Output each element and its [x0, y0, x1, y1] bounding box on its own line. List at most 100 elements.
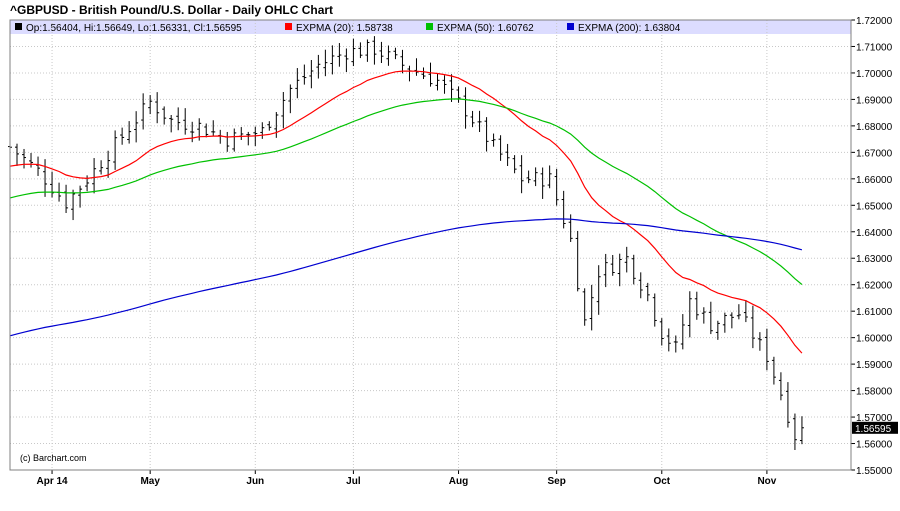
y-tick-label: 1.71000: [856, 42, 893, 53]
ohlc-bar: [512, 155, 517, 174]
ohlc-bar: [421, 67, 426, 80]
ohlc-bar: [715, 320, 720, 340]
ohlc-bar: [393, 47, 398, 60]
ohlc-bar: [141, 93, 146, 130]
ohlc-bar: [337, 43, 342, 67]
ohlc-bar: [778, 372, 783, 401]
credit-label: (c) Barchart.com: [20, 453, 87, 463]
legend-ema20: EXPMA (20): 1.58738: [296, 23, 393, 34]
ohlc-bar: [603, 253, 608, 288]
ohlc-bar: [652, 293, 657, 327]
y-tick-label: 1.58000: [856, 387, 893, 398]
ohlc-bar: [92, 158, 97, 194]
ohlc-bar: [442, 75, 447, 94]
ohlc-bar: [43, 159, 48, 197]
ohlc-bar: [792, 413, 797, 451]
ohlc-bar: [176, 107, 181, 131]
ohlc-bar: [64, 184, 69, 213]
ema50-line: [9, 98, 803, 285]
ohlc-bar: [701, 307, 706, 324]
ohlc-bar: [694, 291, 699, 320]
y-tick-label: 1.66000: [856, 175, 893, 186]
y-tick-label: 1.62000: [856, 281, 893, 292]
ohlc-bar: [309, 60, 314, 89]
ohlc-bar: [155, 92, 160, 124]
ohlc-bar: [351, 38, 356, 67]
ohlc-bar: [435, 73, 440, 91]
y-tick-label: 1.63000: [856, 254, 893, 265]
ohlc-bar: [659, 318, 664, 346]
ohlc-bar: [302, 64, 307, 85]
x-tick-label: Nov: [757, 476, 776, 487]
ohlc-bar: [687, 291, 692, 338]
x-tick-label: Jun: [246, 476, 264, 487]
legend-ema50: EXPMA (50): 1.60762: [437, 23, 534, 34]
ohlc-bar: [71, 189, 76, 221]
ohlc-bar: [673, 335, 678, 353]
ohlc-bar: [449, 74, 454, 102]
chart-title: ^GBPUSD - British Pound/U.S. Dollar - Da…: [10, 3, 333, 17]
ohlc-bar: [246, 131, 251, 146]
ohlc-bar: [134, 111, 139, 143]
y-tick-label: 1.56000: [856, 440, 893, 451]
ohlc-bar: [316, 54, 321, 79]
ohlc-bar: [120, 127, 125, 145]
y-tick-label: 1.60000: [856, 334, 893, 345]
ohlc-bar: [484, 117, 489, 152]
y-tick-label: 1.59000: [856, 360, 893, 371]
ohlc-bar: [463, 87, 468, 129]
y-tick-label: 1.65000: [856, 201, 893, 212]
ohlc-bar: [505, 143, 510, 166]
legend-ema200-swatch: [567, 23, 574, 30]
ohlc-bar: [736, 304, 741, 320]
x-tick-label: Oct: [653, 476, 670, 487]
ohlc-bar: [526, 170, 531, 184]
ohlc-bar: [211, 120, 216, 137]
y-tick-label: 1.67000: [856, 148, 893, 159]
ohlc-bar: [239, 127, 244, 141]
ohlc-bar: [589, 284, 594, 331]
legend-ema200: EXPMA (200): 1.63804: [578, 23, 681, 34]
ohlc-bar: [127, 121, 132, 144]
ohlc-bar: [533, 167, 538, 187]
y-tick-label: 1.68000: [856, 122, 893, 133]
ohlc-bar: [561, 190, 566, 229]
legend-ohlc: Op:1.56404, Hi:1.56649, Lo:1.56331, Cl:1…: [26, 23, 242, 34]
ohlc-bar: [708, 301, 713, 335]
legend-ema50-swatch: [426, 23, 433, 30]
ohlc-bar: [456, 86, 461, 103]
legend-ohlc-swatch: [15, 23, 22, 30]
ohlc-bar: [190, 121, 195, 143]
ohlc-bar: [407, 65, 412, 82]
x-tick-label: Sep: [547, 476, 565, 487]
ohlc-bar: [785, 382, 790, 428]
y-tick-label: 1.57000: [856, 413, 893, 424]
ohlc-bar: [610, 254, 615, 276]
ohlc-bar: [379, 41, 384, 64]
ohlc-bar: [288, 84, 293, 114]
ohlc-bar: [358, 42, 363, 59]
ohlc-bar: [540, 167, 545, 199]
ohlc-bar: [764, 328, 769, 371]
y-tick-label: 1.70000: [856, 69, 893, 80]
ohlc-bar: [29, 152, 34, 168]
ohlc-bar: [568, 214, 573, 242]
ohlc-bar: [400, 49, 405, 74]
ema20-line: [9, 70, 803, 354]
y-tick-label: 1.69000: [856, 95, 893, 106]
ohlc-bar: [743, 300, 748, 323]
ohlc-bar: [15, 143, 20, 166]
ohlc-bar: [22, 148, 27, 169]
grid-lines: [10, 20, 851, 470]
ohlc-bar: [267, 121, 272, 131]
ohlc-bar: [162, 106, 167, 125]
ohlc-bar: [799, 416, 804, 445]
ohlc-bar: [554, 168, 559, 206]
ohlc-bar: [225, 131, 230, 152]
ohlc-bar: [617, 253, 622, 287]
ohlc-bar: [295, 68, 300, 99]
y-axis: 1.55000 1.56000 1.57000 1.58000 1.59000 1.600…: [851, 16, 893, 477]
y-tick-label: 1.61000: [856, 307, 893, 318]
ohlc-bar: [106, 150, 111, 178]
